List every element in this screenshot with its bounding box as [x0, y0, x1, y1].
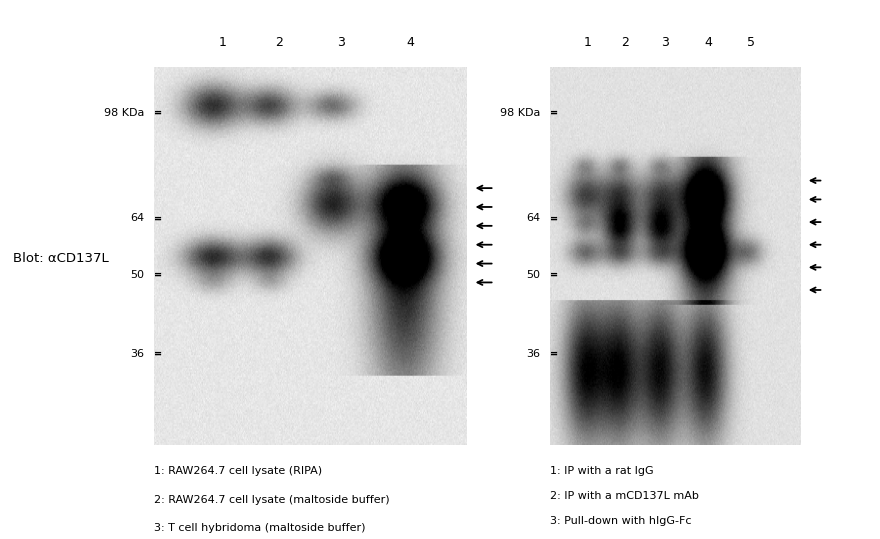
Text: 98 KDa: 98 KDa: [104, 108, 144, 118]
Text: 64: 64: [130, 213, 144, 223]
Text: =: =: [154, 108, 162, 118]
Text: 36: 36: [526, 349, 540, 359]
Text: 4: 4: [704, 36, 712, 49]
Text: 2: 2: [621, 36, 629, 49]
Text: =: =: [550, 213, 558, 223]
Text: 3: T cell hybridoma (maltoside buffer): 3: T cell hybridoma (maltoside buffer): [154, 523, 365, 534]
Text: 3: Pull-down with hIgG-Fc: 3: Pull-down with hIgG-Fc: [550, 516, 692, 526]
Text: 3: 3: [662, 36, 670, 49]
Text: =: =: [550, 349, 558, 359]
Text: 3: 3: [338, 36, 345, 49]
Text: =: =: [550, 270, 558, 280]
Text: =: =: [154, 270, 162, 280]
Text: 36: 36: [130, 349, 144, 359]
Text: =: =: [154, 349, 162, 359]
Text: 1: 1: [219, 36, 227, 49]
Text: =: =: [550, 108, 558, 118]
Text: 1: RAW264.7 cell lysate (RIPA): 1: RAW264.7 cell lysate (RIPA): [154, 466, 322, 476]
Text: 2: IP with a mCD137L mAb: 2: IP with a mCD137L mAb: [550, 491, 699, 501]
Text: 1: 1: [583, 36, 591, 49]
Text: 2: 2: [275, 36, 282, 49]
Text: 5: 5: [746, 36, 755, 49]
Text: 2: RAW264.7 cell lysate (maltoside buffer): 2: RAW264.7 cell lysate (maltoside buffe…: [154, 495, 390, 505]
Text: 50: 50: [526, 270, 540, 280]
Text: 64: 64: [526, 213, 540, 223]
Text: 4: 4: [407, 36, 414, 49]
Text: Blot: αCD137L: Blot: αCD137L: [13, 252, 109, 265]
Text: 1: IP with a rat IgG: 1: IP with a rat IgG: [550, 466, 654, 476]
Text: 98 KDa: 98 KDa: [500, 108, 540, 118]
Text: 50: 50: [130, 270, 144, 280]
Text: =: =: [154, 213, 162, 223]
